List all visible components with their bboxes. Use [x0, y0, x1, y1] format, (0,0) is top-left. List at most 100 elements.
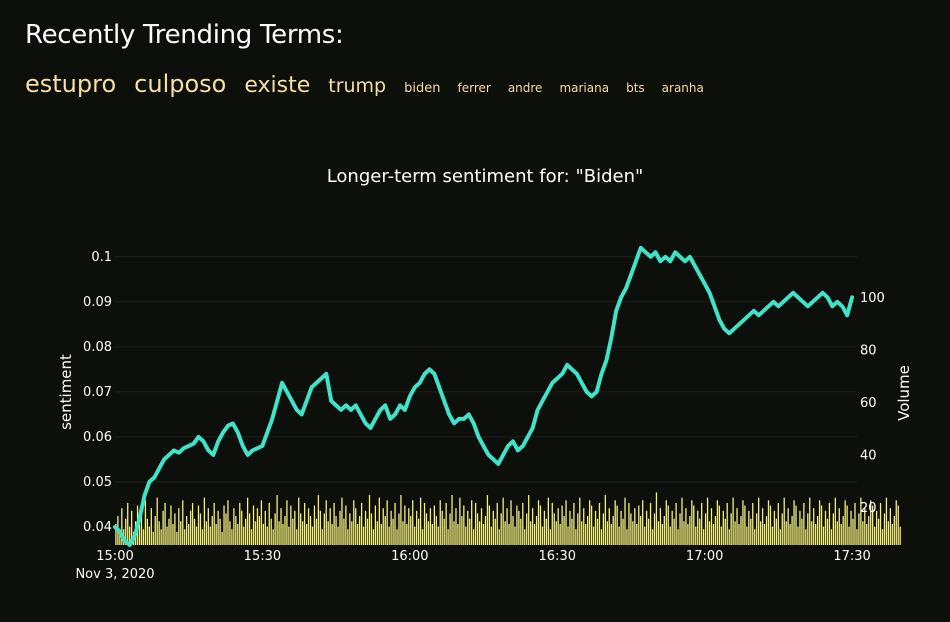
- volume-bar: [860, 497, 862, 545]
- volume-bar: [663, 516, 665, 545]
- volume-bar: [431, 523, 434, 545]
- volume-bar: [799, 510, 801, 545]
- volume-bar: [421, 529, 424, 545]
- volume-bar: [268, 502, 270, 545]
- trending-term-aranha[interactable]: aranha: [661, 81, 704, 95]
- volume-bar: [618, 526, 620, 545]
- volume-bar: [284, 516, 286, 545]
- volume-bar: [427, 521, 430, 545]
- volume-bar: [581, 521, 583, 545]
- volume-bar: [526, 513, 528, 545]
- volume-bar: [339, 510, 341, 545]
- volume-bar: [398, 513, 400, 545]
- volume-bar: [765, 516, 768, 545]
- volume-bar: [323, 513, 325, 545]
- volume-bar: [121, 508, 123, 545]
- volume-bar: [758, 497, 760, 545]
- volume-bar: [246, 497, 249, 545]
- volume-bar: [331, 523, 333, 545]
- volume-bar: [498, 529, 500, 545]
- volume-bar: [280, 508, 282, 545]
- volume-bar: [329, 508, 331, 545]
- volume-bar: [608, 508, 610, 545]
- volume-bar: [781, 513, 783, 545]
- trending-term-mariana[interactable]: mariana: [559, 81, 610, 95]
- volume-bar: [262, 523, 264, 545]
- volume-bar: [186, 516, 188, 545]
- trending-term-culposo[interactable]: culposo: [134, 70, 227, 98]
- trending-term-ferrer[interactable]: ferrer: [457, 81, 491, 95]
- volume-bar: [131, 510, 133, 545]
- volume-bar: [174, 513, 176, 545]
- volume-bar: [469, 518, 471, 545]
- volume-bar: [392, 518, 394, 545]
- volume-bar: [834, 497, 836, 545]
- volume-bar: [736, 508, 738, 545]
- volume-bar: [250, 529, 253, 545]
- trending-term-biden[interactable]: biden: [404, 81, 441, 96]
- volume-bar: [480, 508, 483, 545]
- y-axis-label: sentiment: [57, 354, 75, 430]
- trending-term-estupro[interactable]: estupro: [25, 70, 117, 98]
- volume-bar: [317, 495, 320, 545]
- volume-bar: [300, 513, 302, 545]
- volume-bar: [594, 510, 597, 545]
- volume-bar: [425, 513, 428, 545]
- volume-bar: [388, 526, 390, 545]
- volume-bar: [396, 529, 398, 545]
- volume-bar: [453, 521, 455, 545]
- volume-bar: [451, 495, 453, 545]
- volume-bar: [640, 516, 642, 545]
- volume-bar: [791, 516, 793, 545]
- volume-bar: [353, 500, 355, 545]
- volume-bar: [669, 526, 671, 545]
- volume-bar: [327, 521, 329, 545]
- volume-bar: [881, 529, 884, 545]
- volume-bar: [815, 523, 817, 545]
- volume-bar: [449, 513, 451, 545]
- volume-bar: [296, 529, 298, 545]
- volume-bar: [374, 505, 377, 545]
- volume-bar: [579, 497, 581, 545]
- volume-bar: [528, 495, 530, 545]
- volume-bar: [482, 523, 485, 545]
- volume-bar: [125, 518, 127, 545]
- volume-bar: [337, 526, 339, 545]
- volume-bar: [537, 500, 540, 545]
- volume-bar: [730, 513, 732, 545]
- volume-bar: [767, 500, 770, 545]
- volume-bar: [219, 518, 221, 545]
- volume-bar: [809, 497, 811, 545]
- volume-bar: [461, 516, 463, 545]
- volume-bar: [718, 505, 721, 545]
- y2-tick-label: 60: [860, 396, 877, 411]
- volume-bar: [677, 529, 679, 545]
- volume-bar: [311, 526, 314, 545]
- volume-bar: [205, 521, 207, 545]
- volume-bar: [551, 502, 553, 545]
- volume-bar: [797, 526, 799, 545]
- volume-bar: [406, 523, 408, 545]
- volume-bar: [488, 505, 491, 545]
- trending-term-bts[interactable]: bts: [626, 81, 645, 95]
- volume-bar: [681, 497, 683, 545]
- volume-bar: [172, 523, 174, 545]
- volume-bar: [724, 518, 726, 545]
- volume-bar: [726, 502, 728, 545]
- volume-bar: [313, 505, 316, 545]
- trending-term-trump[interactable]: trump: [328, 75, 387, 97]
- trending-term-andre[interactable]: andre: [507, 81, 543, 95]
- y-tick-label: 0.09: [83, 295, 112, 310]
- volume-bar: [213, 502, 215, 545]
- volume-bar: [305, 523, 308, 545]
- volume-bar: [184, 529, 186, 545]
- volume-bar: [567, 526, 569, 545]
- volume-bar: [429, 508, 432, 545]
- volume-bar: [178, 508, 180, 545]
- volume-bars: [115, 492, 901, 545]
- volume-bar: [368, 495, 371, 545]
- volume-bar: [433, 505, 435, 545]
- trending-term-existe[interactable]: existe: [244, 73, 311, 98]
- volume-bar: [838, 508, 840, 545]
